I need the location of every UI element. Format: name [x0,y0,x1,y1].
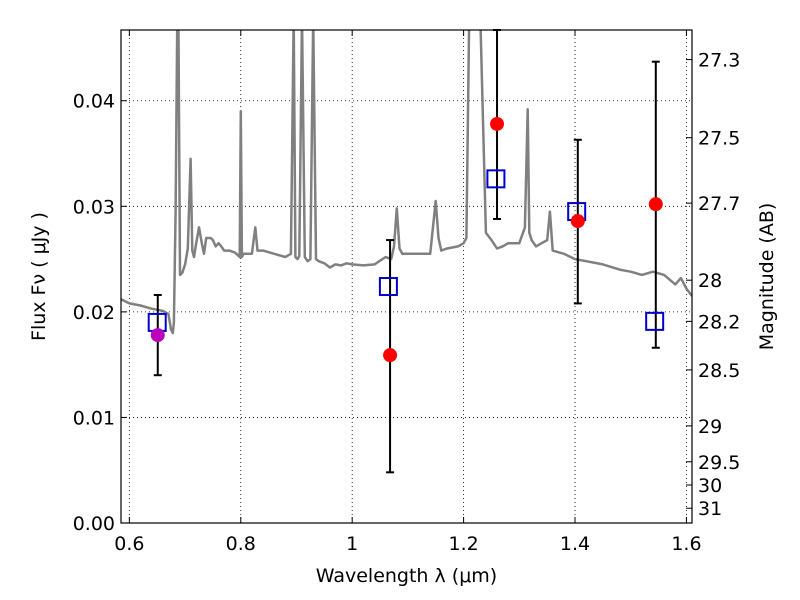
x-axis-label: Wavelength λ (μm) [316,565,497,587]
data-point [490,116,505,131]
plot-area [121,29,692,474]
ticks: 0.6 0.8 1 1.2 1.4 1.6 0.00 0.01 0.02 0.03 0.04 27.3… [73,30,740,555]
y-axis-label: Flux Fν ( μJy ) [28,212,50,341]
model-square-marker [378,277,398,297]
x-tick-label: 0.6 [114,533,144,555]
series-group [121,30,692,335]
y2-tick-label: 30 [698,475,722,497]
y2-tick-label: 31 [698,498,722,520]
y2-axis-label: Magnitude (AB) [756,203,778,351]
y2-tick-label: 29 [698,416,722,438]
y-tick-label: 0.02 [73,302,115,324]
x-tick-label: 1.6 [671,533,701,555]
data-point [150,328,165,343]
y2-tick-label: 29.5 [698,452,740,474]
spectrum-line [121,30,692,335]
y2-tick-label: 27.7 [698,193,740,215]
axes-frame [120,29,693,524]
y-tick-label: 0.04 [73,91,115,113]
x-tick-label: 1 [346,533,358,555]
model-square-marker [486,169,506,189]
x-tick-label: 1.4 [560,533,590,555]
y-tick-label: 0.03 [73,196,115,218]
y-tick-label: 0.00 [73,513,115,535]
model-square-marker [645,311,665,331]
y2-tick-label: 28.5 [698,360,740,382]
data-point [570,214,585,229]
y-tick-label: 0.01 [73,407,115,429]
x-tick-label: 1.2 [448,533,478,555]
y2-tick-label: 28.2 [698,311,740,333]
x-tick-label: 0.8 [226,533,256,555]
data-point [383,348,398,363]
y2-tick-label: 27.3 [698,50,740,72]
y2-tick-label: 27.5 [698,128,740,150]
data-point [648,197,663,212]
y2-tick-label: 28 [698,270,722,292]
